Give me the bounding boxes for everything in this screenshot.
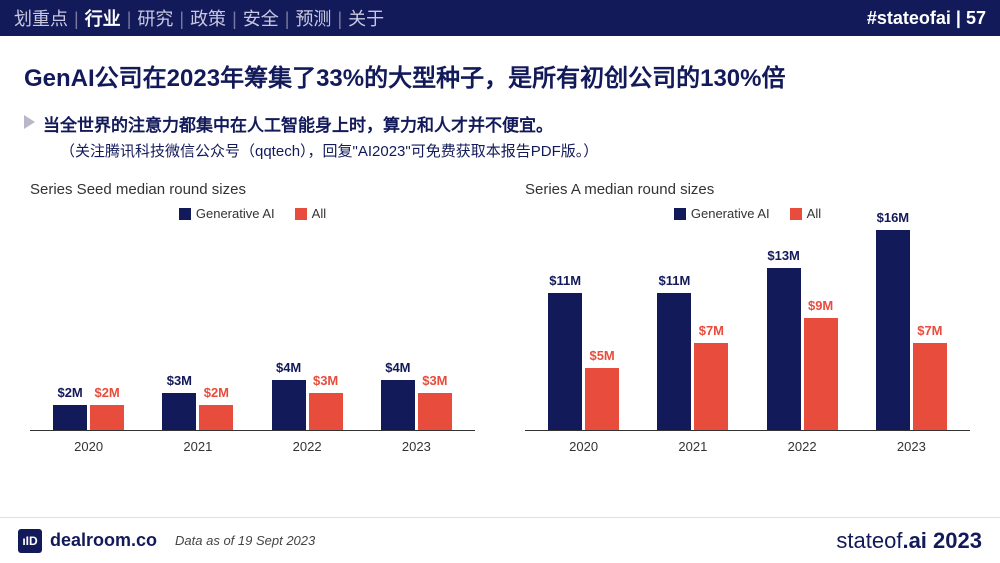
- chart-legend: Generative AI All: [30, 206, 475, 221]
- bar-all: $9M: [804, 318, 838, 431]
- bar-genai: $13M: [767, 268, 801, 431]
- nav-item[interactable]: 研究: [137, 9, 173, 29]
- chart-xaxis: 2020 2021 2022 2023: [525, 431, 970, 454]
- bar-label: $9M: [808, 298, 833, 313]
- bar-all: $3M: [309, 393, 343, 431]
- bar-group: $11M$5M: [548, 293, 619, 431]
- page-title: GenAI公司在2023年筹集了33%的大型种子，是所有初创公司的130%倍: [24, 58, 976, 93]
- bar-label: $11M: [658, 273, 690, 288]
- chart-seed: Series Seed median round sizes Generativ…: [30, 181, 475, 454]
- bar-all: $7M: [913, 343, 947, 431]
- subtitle: 当全世界的注意力都集中在人工智能身上时，算力和人才并不便宜。: [43, 111, 553, 136]
- legend-all: All: [295, 206, 326, 221]
- bar-genai: $11M: [548, 293, 582, 431]
- footer: ıID dealroom.co Data as of 19 Sept 2023 …: [0, 517, 1000, 563]
- nav-right: #stateofai | 57: [867, 8, 986, 29]
- xaxis-label: 2023: [402, 439, 431, 454]
- legend-genai: Generative AI: [179, 206, 275, 221]
- chart-plot: $11M$5M$11M$7M$13M$9M$16M$7M: [525, 231, 970, 431]
- nav-tabs: 划重点|行业|研究|政策|安全|预测|关于: [14, 5, 384, 31]
- nav-item[interactable]: 政策: [190, 9, 226, 29]
- charts-container: Series Seed median round sizes Generativ…: [24, 181, 976, 454]
- bar-group: $4M$3M: [272, 380, 343, 430]
- xaxis-label: 2022: [788, 439, 817, 454]
- bar-group: $3M$2M: [162, 393, 233, 431]
- bar-label: $2M: [204, 385, 229, 400]
- chart-title: Series Seed median round sizes: [30, 181, 475, 198]
- chart-title: Series A median round sizes: [525, 181, 970, 198]
- bar-label: $2M: [94, 385, 119, 400]
- xaxis-label: 2023: [897, 439, 926, 454]
- data-as-of: Data as of 19 Sept 2023: [175, 533, 315, 548]
- bar-label: $11M: [549, 273, 581, 288]
- xaxis-label: 2020: [74, 439, 103, 454]
- bar-label: $3M: [422, 373, 447, 388]
- bar-label: $16M: [877, 210, 910, 225]
- subnote: （关注腾讯科技微信公众号（qqtech），回复"AI2023"可免费获取本报告P…: [60, 140, 976, 161]
- dealroom-logo-text: dealroom.co: [50, 530, 157, 551]
- bar-genai: $16M: [876, 230, 910, 430]
- xaxis-label: 2021: [678, 439, 707, 454]
- xaxis-label: 2022: [293, 439, 322, 454]
- bar-group: $13M$9M: [767, 268, 838, 431]
- nav-item[interactable]: 行业: [85, 9, 121, 29]
- nav-item[interactable]: 安全: [243, 9, 279, 29]
- legend-all: All: [790, 206, 821, 221]
- nav-item[interactable]: 关于: [348, 9, 384, 29]
- legend-genai: Generative AI: [674, 206, 770, 221]
- bar-group: $2M$2M: [53, 405, 124, 430]
- bar-label: $7M: [917, 323, 942, 338]
- bar-group: $16M$7M: [876, 230, 947, 430]
- bar-label: $4M: [385, 360, 410, 375]
- xaxis-label: 2020: [569, 439, 598, 454]
- nav-item[interactable]: 划重点: [14, 9, 68, 29]
- chart-plot: $2M$2M$3M$2M$4M$3M$4M$3M: [30, 231, 475, 431]
- bar-genai: $11M: [657, 293, 691, 431]
- bar-label: $13M: [767, 248, 800, 263]
- navbar: 划重点|行业|研究|政策|安全|预测|关于 #stateofai | 57: [0, 0, 1000, 36]
- bar-label: $7M: [699, 323, 724, 338]
- bar-label: $3M: [167, 373, 192, 388]
- bar-genai: $2M: [53, 405, 87, 430]
- bar-label: $4M: [276, 360, 301, 375]
- bar-label: $3M: [313, 373, 338, 388]
- bar-label: $5M: [589, 348, 614, 363]
- bar-label: $2M: [57, 385, 82, 400]
- bar-all: $5M: [585, 368, 619, 431]
- content: GenAI公司在2023年筹集了33%的大型种子，是所有初创公司的130%倍 当…: [0, 36, 1000, 454]
- bar-group: $4M$3M: [381, 380, 452, 430]
- bar-genai: $3M: [162, 393, 196, 431]
- bar-all: $2M: [90, 405, 124, 430]
- bar-all: $3M: [418, 393, 452, 431]
- nav-item[interactable]: 预测: [295, 9, 331, 29]
- bar-genai: $4M: [272, 380, 306, 430]
- page-number: 57: [966, 8, 986, 28]
- footer-brand: stateof.ai 2023: [836, 528, 982, 554]
- bullet-icon: [24, 115, 35, 129]
- bar-all: $2M: [199, 405, 233, 430]
- chart-xaxis: 2020 2021 2022 2023: [30, 431, 475, 454]
- subtitle-row: 当全世界的注意力都集中在人工智能身上时，算力和人才并不便宜。: [24, 111, 976, 136]
- hashtag: #stateofai: [867, 8, 951, 28]
- chart-series-a: Series A median round sizes Generative A…: [525, 181, 970, 454]
- bar-group: $11M$7M: [657, 293, 728, 431]
- bar-all: $7M: [694, 343, 728, 431]
- bar-genai: $4M: [381, 380, 415, 430]
- xaxis-label: 2021: [183, 439, 212, 454]
- dealroom-logo-icon: ıID: [18, 529, 42, 553]
